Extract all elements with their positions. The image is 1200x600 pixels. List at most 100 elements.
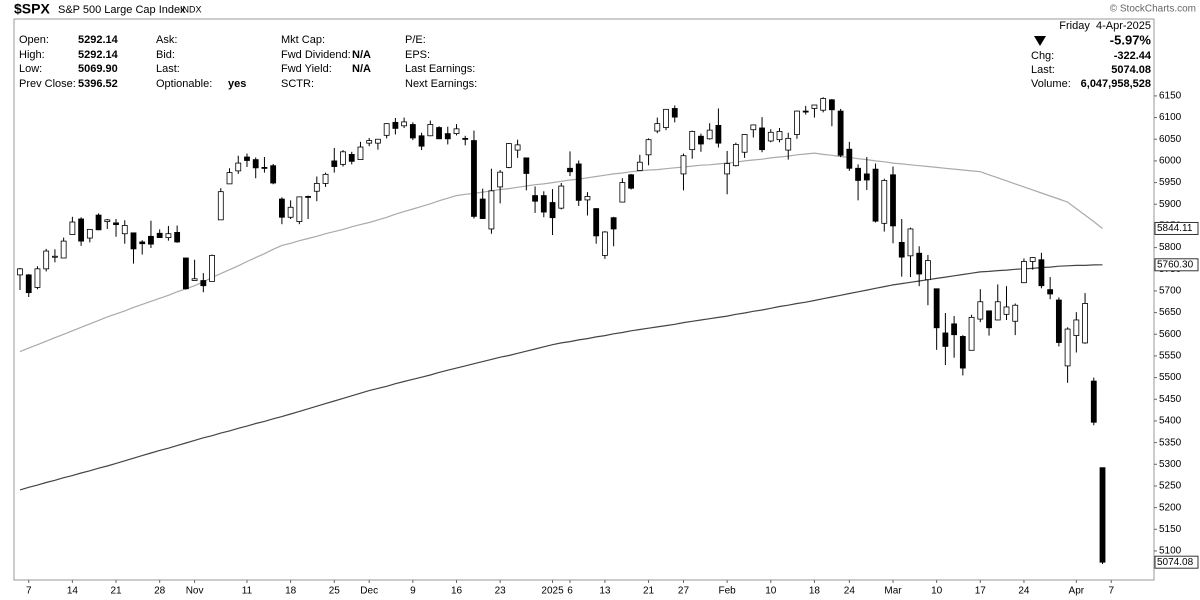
field-label: SCTR: xyxy=(281,78,314,90)
candle-body xyxy=(453,128,460,135)
y-tick-label: 5650 xyxy=(1159,307,1182,318)
candle-body xyxy=(401,121,408,127)
candle-body xyxy=(968,316,975,351)
value-badge xyxy=(1154,555,1199,569)
y-tick-label: 5900 xyxy=(1159,199,1182,210)
field-label: Bid: xyxy=(156,49,175,61)
candle-body xyxy=(549,202,556,219)
candle-body xyxy=(907,228,914,257)
y-tick-label: 5950 xyxy=(1159,177,1182,188)
x-tick-label: Mar xyxy=(884,586,902,597)
candle-body xyxy=(776,131,783,141)
y-tick-label: 6050 xyxy=(1159,134,1182,145)
candle-body xyxy=(610,217,617,230)
candle-body xyxy=(567,167,573,173)
candle-body xyxy=(1003,306,1010,315)
y-tick-label: 6000 xyxy=(1159,156,1182,167)
y-tick-label: 5200 xyxy=(1159,502,1182,513)
candle-body xyxy=(1090,380,1097,423)
y-tick-label: 6100 xyxy=(1159,112,1182,123)
candle-body xyxy=(235,162,242,172)
candle-body xyxy=(1099,467,1106,563)
candle-body xyxy=(977,301,984,320)
field-label: Prev Close: xyxy=(19,78,76,90)
candle-body xyxy=(366,140,373,144)
candle-body xyxy=(418,135,425,147)
y-tick-label: 5500 xyxy=(1159,372,1182,383)
candle-body xyxy=(540,195,547,213)
field-label: Last Earnings: xyxy=(405,63,475,75)
candle-body xyxy=(1021,261,1027,284)
candle-body xyxy=(1055,299,1062,343)
candle-body xyxy=(846,148,853,169)
value-badge xyxy=(1154,258,1199,272)
symbol: $SPX xyxy=(14,1,50,17)
x-tick-label: 27 xyxy=(678,586,690,597)
candle-body xyxy=(392,121,399,129)
candle-body xyxy=(602,231,608,256)
candle-body xyxy=(689,131,696,151)
value-badge-label: 5844.11 xyxy=(1157,223,1193,234)
candle-body xyxy=(217,191,224,221)
candle-body xyxy=(340,151,346,165)
candle-body xyxy=(86,228,93,239)
candle-body xyxy=(200,280,207,287)
y-tick-label: 5350 xyxy=(1159,437,1182,448)
x-tick-label: Feb xyxy=(719,586,737,597)
field-label: P/E: xyxy=(405,34,426,46)
candle-body xyxy=(1082,303,1088,344)
y-tick-label: 5800 xyxy=(1159,242,1182,253)
candle-body xyxy=(593,208,600,237)
candle-body xyxy=(427,124,434,137)
candle-body xyxy=(802,110,809,113)
x-tick-label: 21 xyxy=(110,586,122,597)
exchange: INDX xyxy=(180,4,202,14)
x-tick-label: 7 xyxy=(1108,586,1114,597)
x-tick-label: 21 xyxy=(643,586,655,597)
candle-body xyxy=(951,323,958,336)
candle-body xyxy=(881,180,888,224)
candle-body xyxy=(43,250,50,270)
candle-body xyxy=(820,98,827,111)
candle-body xyxy=(156,232,163,239)
candle-body xyxy=(759,127,765,151)
candle-body xyxy=(636,161,643,171)
candle-body xyxy=(959,336,966,369)
candle-body xyxy=(514,144,521,151)
candle-body xyxy=(916,252,923,275)
candle-body xyxy=(794,110,800,135)
candle-body xyxy=(933,288,940,329)
y-tick-label: 5450 xyxy=(1159,394,1182,405)
y-tick-label: 5600 xyxy=(1159,329,1182,340)
candle-body xyxy=(1064,328,1071,367)
x-tick-label: 13 xyxy=(599,586,611,597)
candle-body xyxy=(444,133,451,140)
x-tick-label: Nov xyxy=(186,586,204,597)
candle-body xyxy=(663,108,669,128)
value-badge-label: 5760.30 xyxy=(1157,259,1194,270)
quote-label: Last: xyxy=(1031,64,1055,76)
candle-body xyxy=(383,123,390,136)
candle-body xyxy=(1073,319,1080,336)
field-label: EPS: xyxy=(405,49,430,61)
candle-body xyxy=(348,154,355,162)
field-label: Fwd Dividend: xyxy=(281,49,351,61)
candle-body xyxy=(680,155,687,175)
candle-body xyxy=(148,235,154,245)
candle-body xyxy=(104,219,111,222)
candle-body xyxy=(619,182,626,203)
candle-body xyxy=(25,274,32,294)
moving-average xyxy=(19,264,1103,491)
candle-body xyxy=(17,268,23,276)
candle-body xyxy=(479,198,486,219)
x-tick-label: 14 xyxy=(67,586,79,597)
candle-body xyxy=(357,146,364,161)
candle-body xyxy=(1047,289,1054,295)
candle-body xyxy=(34,268,41,288)
field-label: Fwd Yield: xyxy=(281,63,332,75)
candle-body xyxy=(313,183,320,192)
y-tick-label: 5150 xyxy=(1159,524,1182,535)
y-tick-label: 6150 xyxy=(1159,91,1182,102)
x-tick-label: 24 xyxy=(1018,586,1030,597)
candle-body xyxy=(558,185,565,209)
